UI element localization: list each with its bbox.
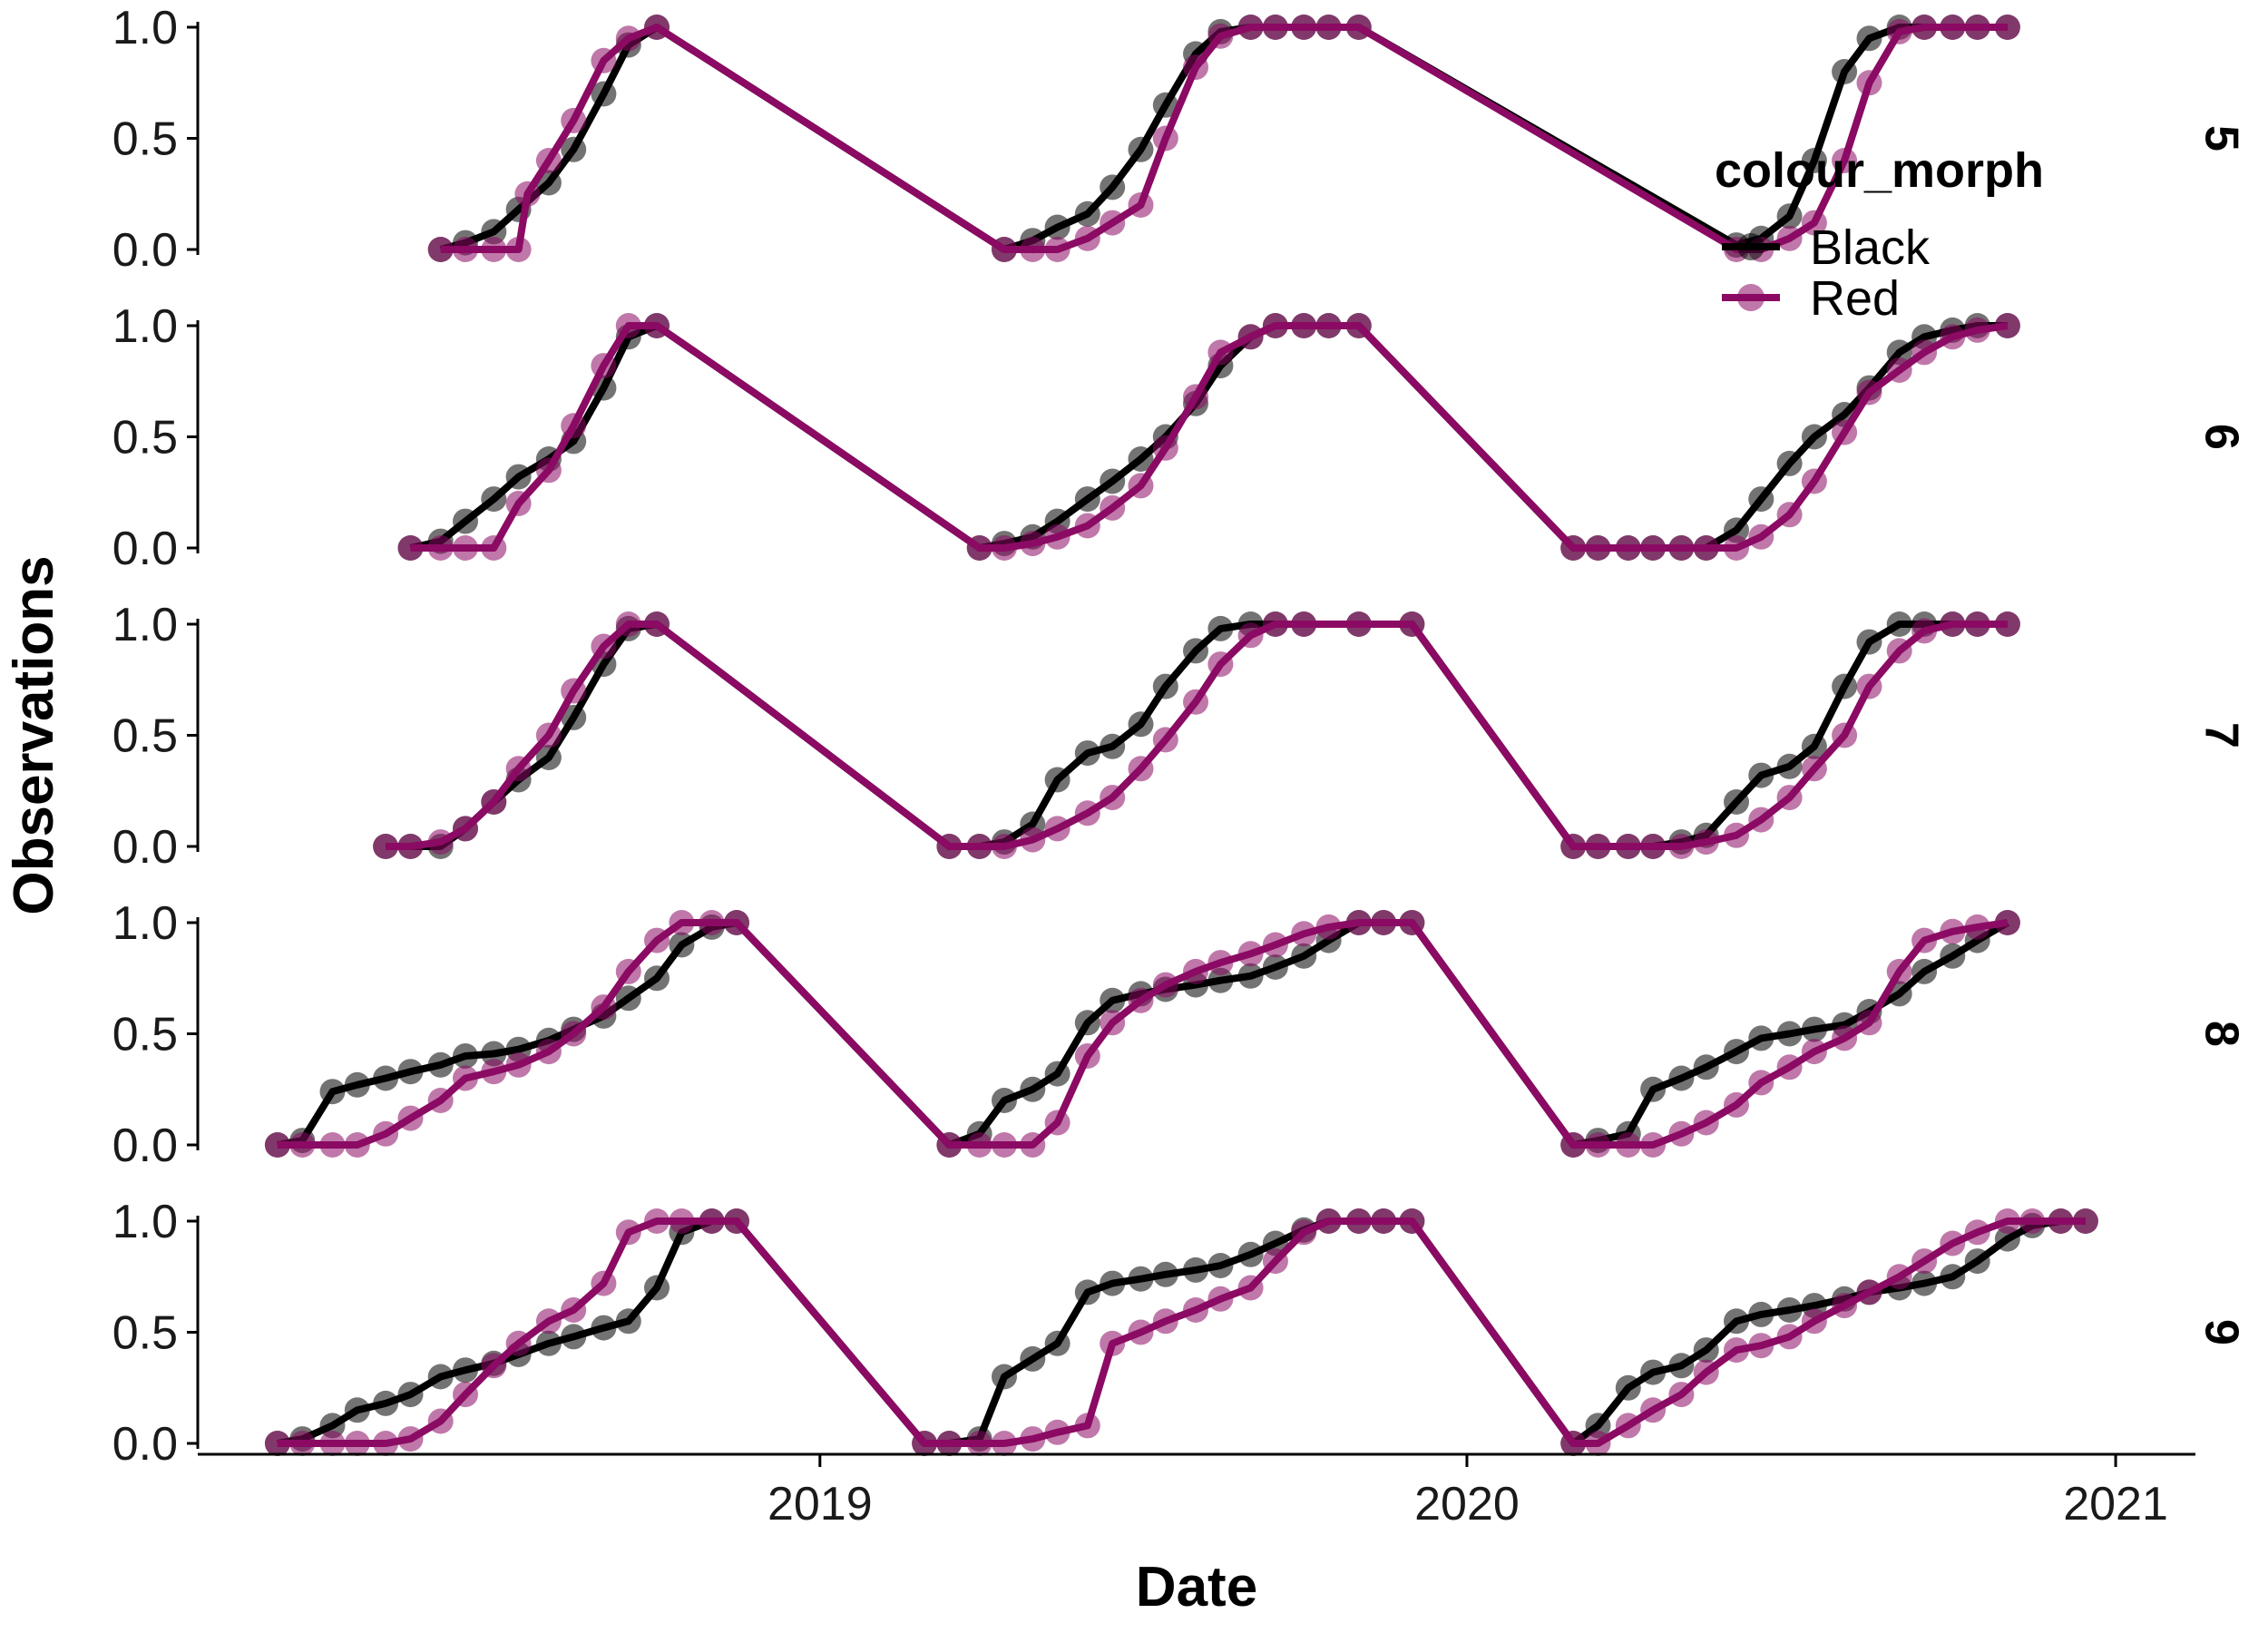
legend: colour_morph Black Red	[1715, 143, 2044, 326]
legend-black-point	[1737, 233, 1765, 260]
legend-red-label: Red	[1810, 271, 1900, 326]
y-axis-title: Observations	[3, 555, 65, 914]
x-tick-label: 2020	[1414, 1478, 1520, 1530]
series-line-black	[277, 919, 2009, 1149]
facet-panel-8: 0.0 0.5 1.0 8	[112, 897, 2248, 1172]
series-line-red	[410, 322, 2009, 552]
x-tick-label: 2021	[2063, 1478, 2168, 1530]
series-red	[373, 611, 2020, 859]
y-tick-label: 1.0	[112, 300, 178, 353]
legend-black-label: Black	[1810, 220, 1931, 275]
facet-panel-9: 0.0 0.5 1.0 9	[112, 1196, 2248, 1471]
facet-strip-label: 5	[2195, 125, 2247, 152]
x-tick-label: 2019	[767, 1478, 873, 1530]
legend-red-point	[1737, 284, 1765, 311]
facet-strip-label: 8	[2195, 1021, 2247, 1047]
y-tick-label: 1.0	[112, 897, 178, 950]
facet-panels: 0.0 0.5 1.0 5 0.0 0.5 1.0 6 0.0 0.5 1.0 7 0.0 0.5 1.0 8…	[112, 2, 2248, 1471]
series-black	[264, 910, 2020, 1158]
y-tick-label: 0.5	[112, 1307, 178, 1360]
x-axis-title: Date	[1136, 1556, 1257, 1618]
y-tick-label: 0.0	[112, 1120, 178, 1172]
y-tick-label: 0.0	[112, 821, 178, 874]
y-tick-label: 0.0	[112, 224, 178, 277]
y-tick-label: 1.0	[112, 1196, 178, 1248]
series-red	[264, 910, 2020, 1158]
series-line-black	[439, 24, 2008, 253]
y-tick-label: 0.0	[112, 523, 178, 575]
facet-panel-6: 0.0 0.5 1.0 6	[112, 300, 2248, 575]
facet-strip-label: 6	[2195, 424, 2247, 450]
series-red	[397, 313, 2020, 561]
series-line-red	[386, 621, 2008, 850]
series-line-red	[277, 1217, 2086, 1447]
y-tick-label: 0.5	[112, 412, 178, 464]
facet-strip-label: 9	[2195, 1319, 2247, 1345]
series-line-red	[440, 24, 2008, 253]
series-red	[264, 1208, 2098, 1456]
facet-panel-7: 0.0 0.5 1.0 7	[112, 599, 2248, 874]
series-line-black	[386, 621, 2008, 850]
y-tick-label: 1.0	[112, 2, 178, 54]
legend-title: colour_morph	[1715, 143, 2044, 198]
y-tick-label: 0.5	[112, 710, 178, 763]
y-tick-label: 1.0	[112, 599, 178, 651]
y-tick-label: 0.5	[112, 113, 178, 166]
series-line-black	[409, 322, 2008, 552]
facet-panel-5: 0.0 0.5 1.0 5	[112, 2, 2248, 277]
series-black	[427, 15, 2020, 262]
x-axis: 2019 2020 2021	[198, 1452, 2195, 1530]
series-line-red	[277, 919, 2009, 1149]
y-tick-label: 0.0	[112, 1418, 178, 1471]
y-tick-label: 0.5	[112, 1009, 178, 1061]
facet-strip-label: 7	[2195, 722, 2247, 748]
series-red	[427, 15, 2020, 262]
